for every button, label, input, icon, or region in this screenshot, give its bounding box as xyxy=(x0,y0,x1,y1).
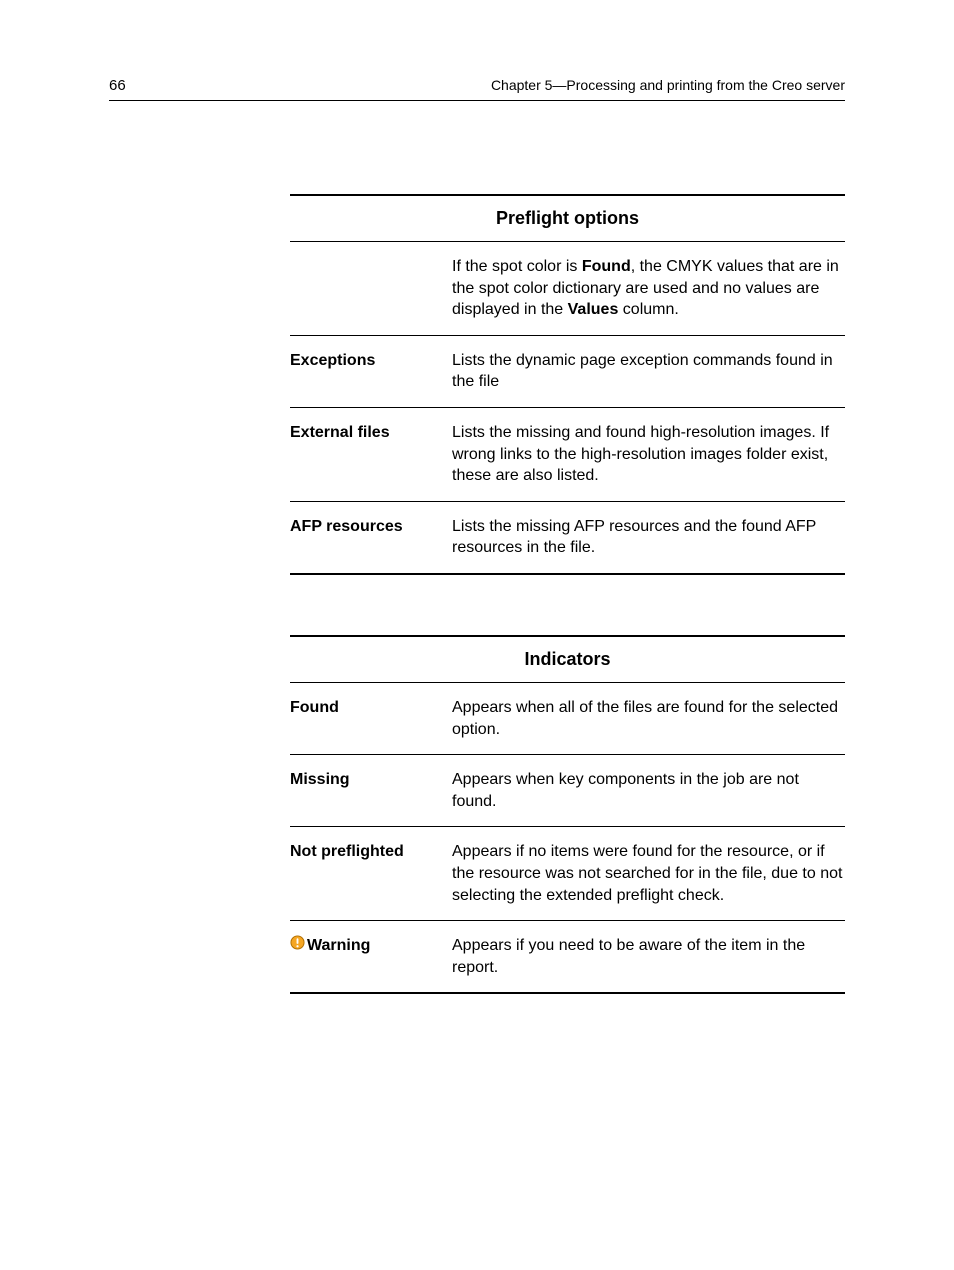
text: If the spot color is xyxy=(452,258,582,275)
row-description: Lists the missing AFP resources and the … xyxy=(452,501,845,574)
page-number: 66 xyxy=(109,77,126,94)
warning-icon xyxy=(290,935,305,957)
row-term xyxy=(290,242,452,336)
row-term-label: Warning xyxy=(307,937,370,954)
row-term: External files xyxy=(290,407,452,501)
table-row: AFP resources Lists the missing AFP reso… xyxy=(290,501,845,574)
row-description: Appears when key components in the job a… xyxy=(452,755,845,827)
row-term: Found xyxy=(290,682,452,754)
table-title: Indicators xyxy=(290,636,845,683)
row-description: Lists the dynamic page exception command… xyxy=(452,335,845,407)
table-row: External files Lists the missing and fou… xyxy=(290,407,845,501)
row-term: Not preflighted xyxy=(290,827,452,921)
table-header-row: Indicators xyxy=(290,636,845,683)
chapter-header: Chapter 5—Processing and printing from t… xyxy=(491,77,845,93)
row-description: Appears if you need to be aware of the i… xyxy=(452,921,845,994)
table-title: Preflight options xyxy=(290,195,845,242)
row-description: Appears if no items were found for the r… xyxy=(452,827,845,921)
table-header-row: Preflight options xyxy=(290,195,845,242)
row-term: Warning xyxy=(290,921,452,994)
indicators-table: Indicators Found Appears when all of the… xyxy=(290,635,845,994)
table-row: Warning Appears if you need to be aware … xyxy=(290,921,845,994)
table-row: Missing Appears when key components in t… xyxy=(290,755,845,827)
row-description: If the spot color is Found, the CMYK val… xyxy=(452,242,845,336)
row-term: Missing xyxy=(290,755,452,827)
bold-text: Found xyxy=(582,258,631,275)
row-term: AFP resources xyxy=(290,501,452,574)
preflight-options-table: Preflight options If the spot color is F… xyxy=(290,194,845,575)
row-description: Appears when all of the files are found … xyxy=(452,682,845,754)
text: column. xyxy=(618,301,678,318)
table-row: Exceptions Lists the dynamic page except… xyxy=(290,335,845,407)
bold-text: Values xyxy=(568,301,619,318)
header-rule xyxy=(109,100,845,101)
page-content: Preflight options If the spot color is F… xyxy=(290,194,845,1054)
table-row: If the spot color is Found, the CMYK val… xyxy=(290,242,845,336)
table-row: Found Appears when all of the files are … xyxy=(290,682,845,754)
table-row: Not preflighted Appears if no items were… xyxy=(290,827,845,921)
row-term: Exceptions xyxy=(290,335,452,407)
row-description: Lists the missing and found high-resolut… xyxy=(452,407,845,501)
